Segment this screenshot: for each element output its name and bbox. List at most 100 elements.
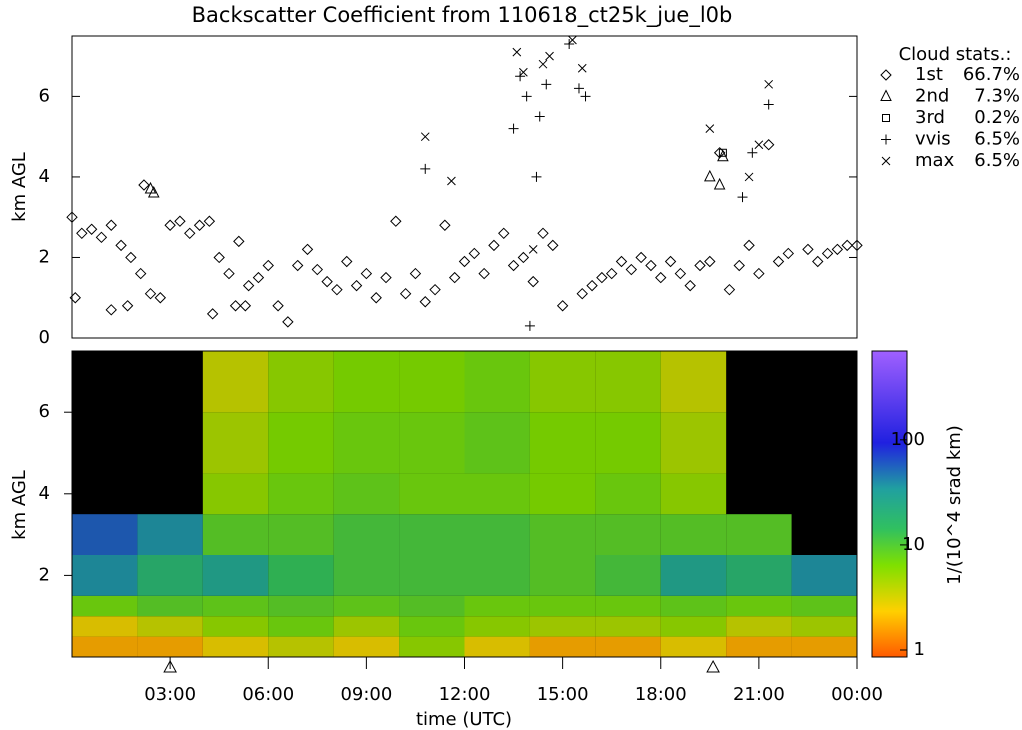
data-point xyxy=(577,63,587,73)
data-point xyxy=(524,320,535,331)
data-point xyxy=(821,247,834,260)
heat-cell xyxy=(202,555,269,596)
heat-cell xyxy=(268,636,334,657)
x-tick-label: 03:00 xyxy=(144,684,196,705)
heat-cell xyxy=(529,555,596,596)
data-point xyxy=(645,259,657,272)
data-point xyxy=(138,179,150,191)
heat-cell xyxy=(464,595,530,617)
heat-cell xyxy=(137,616,203,637)
heat-cell xyxy=(791,636,857,657)
heat-cell xyxy=(202,351,269,413)
heat-cell xyxy=(137,636,203,657)
heat-cell xyxy=(333,351,400,413)
data-point xyxy=(350,279,363,292)
data-point xyxy=(694,259,706,272)
heat-cell xyxy=(137,555,203,596)
heat-cell xyxy=(72,595,138,617)
data-point xyxy=(704,169,716,182)
heat-cell xyxy=(464,412,530,474)
data-point xyxy=(747,147,758,158)
heat-cell xyxy=(333,595,400,617)
data-point xyxy=(713,177,726,190)
data-point xyxy=(282,316,294,328)
data-point xyxy=(252,271,265,284)
heat-cell xyxy=(529,412,596,474)
data-point xyxy=(229,300,242,312)
data-point xyxy=(193,219,206,231)
data-point xyxy=(576,287,588,300)
heat-cell xyxy=(399,616,465,637)
heat-cell xyxy=(333,616,400,637)
heat-cell xyxy=(268,555,334,596)
heat-cell xyxy=(791,616,857,637)
heat-cell xyxy=(464,636,530,657)
heat-cell xyxy=(202,514,269,555)
data-point xyxy=(420,163,431,174)
data-point xyxy=(360,267,373,280)
data-point xyxy=(527,275,539,288)
data-point xyxy=(705,124,715,133)
data-point xyxy=(203,215,216,227)
data-point xyxy=(564,39,575,50)
data-point xyxy=(762,139,775,151)
heat-cell xyxy=(137,595,203,617)
heat-cell xyxy=(529,473,596,515)
data-point xyxy=(573,83,584,94)
data-point xyxy=(517,251,530,264)
data-point xyxy=(390,215,402,227)
heat-cell xyxy=(333,473,400,515)
heat-cell xyxy=(399,412,465,474)
data-point xyxy=(596,271,608,284)
heat-cell xyxy=(595,616,661,637)
data-point xyxy=(531,171,542,182)
legend-label: max xyxy=(915,150,955,171)
data-point xyxy=(85,223,98,235)
data-point xyxy=(184,227,196,240)
chart-title: Backscatter Coefficient from 110618_ct25… xyxy=(192,3,733,28)
heat-cell xyxy=(595,473,661,515)
legend-label: 1st xyxy=(915,64,943,85)
data-point xyxy=(812,255,824,268)
heat-cell xyxy=(464,555,530,596)
data-point xyxy=(568,35,577,45)
data-point xyxy=(580,91,591,102)
heat-cell xyxy=(660,616,727,637)
legend-symbol xyxy=(881,134,891,145)
heat-cell xyxy=(72,616,138,637)
x-tick-label: 12:00 xyxy=(439,684,491,705)
legend-value: 6.5% xyxy=(974,150,1020,171)
x-tick-label: 21:00 xyxy=(733,684,785,705)
y-tick-label: 2 xyxy=(39,246,50,267)
y-tick-label: 6 xyxy=(39,401,50,422)
colorbar xyxy=(871,350,908,658)
heat-cell xyxy=(399,351,465,413)
data-point xyxy=(763,99,774,110)
data-point xyxy=(684,279,696,292)
data-point xyxy=(802,243,814,256)
data-point xyxy=(399,287,412,300)
colorbar-label: 1/(10^4 srad km) xyxy=(944,425,965,585)
heat-cell xyxy=(464,473,530,515)
heat-cell xyxy=(660,351,727,413)
heat-cell xyxy=(595,555,661,596)
data-point xyxy=(105,304,117,316)
data-point xyxy=(380,271,392,284)
data-point xyxy=(841,239,853,252)
y-tick-label: 2 xyxy=(39,564,50,585)
data-point xyxy=(66,211,78,223)
colorbar-tick-label: 10 xyxy=(902,534,925,555)
data-point xyxy=(519,67,528,77)
heat-cell xyxy=(791,555,857,596)
data-point xyxy=(429,283,441,296)
data-point xyxy=(458,255,471,268)
data-point xyxy=(76,227,88,240)
data-point xyxy=(468,247,481,260)
data-point xyxy=(541,79,552,90)
heat-cell xyxy=(333,636,400,657)
data-point xyxy=(301,243,314,256)
data-point xyxy=(635,251,647,264)
data-point xyxy=(534,111,545,122)
legend-label: vvis xyxy=(915,129,951,150)
